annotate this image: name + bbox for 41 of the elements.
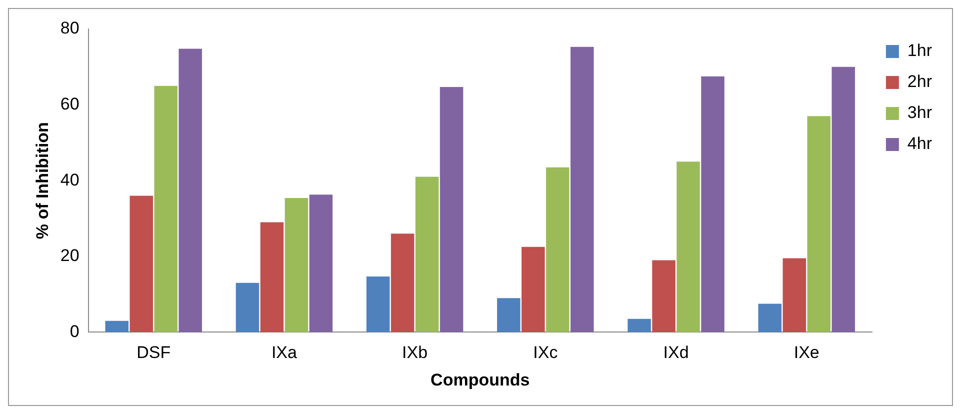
- y-tick-label: 40: [60, 170, 80, 190]
- bar: [440, 86, 464, 332]
- y-tick-label: 80: [60, 18, 80, 38]
- bar: [832, 66, 855, 332]
- legend-label: 3hr: [907, 103, 932, 122]
- bar: [284, 198, 308, 332]
- bar: [415, 176, 439, 332]
- bar: [546, 167, 570, 332]
- bar: [178, 48, 202, 332]
- y-axis-title: % of Inhibition: [32, 122, 52, 240]
- legend-label: 4hr: [907, 134, 932, 154]
- x-axis-title: Compounds: [430, 370, 530, 390]
- y-tick-label: 20: [60, 246, 80, 266]
- bar: [652, 260, 676, 332]
- bar: [782, 258, 806, 332]
- bar: [497, 298, 520, 332]
- bar: [701, 76, 724, 332]
- x-tick-label: IXa: [271, 343, 298, 362]
- bar: [236, 282, 260, 332]
- bar: [390, 234, 414, 332]
- bar: [309, 194, 333, 332]
- legend-label: 1hr: [907, 41, 932, 60]
- y-tick-label: 0: [70, 322, 80, 341]
- bar: [676, 162, 700, 332]
- bar: [366, 276, 390, 332]
- bar: [130, 196, 153, 332]
- bar: [260, 222, 284, 332]
- bar: [570, 46, 594, 332]
- legend-label: 2hr: [907, 72, 932, 92]
- x-tick-label: IXe: [794, 343, 820, 362]
- bar: [154, 86, 178, 332]
- bar: [628, 318, 651, 332]
- bar: [522, 246, 545, 332]
- bar: [807, 116, 831, 332]
- x-tick-label: IXb: [402, 343, 428, 362]
- y-tick-label: 60: [60, 94, 80, 114]
- x-tick-label: IXd: [663, 343, 689, 362]
- x-tick-label: IXc: [533, 343, 558, 362]
- bar: [105, 320, 129, 332]
- x-tick-label: DSF: [136, 343, 171, 362]
- bar: [758, 304, 782, 332]
